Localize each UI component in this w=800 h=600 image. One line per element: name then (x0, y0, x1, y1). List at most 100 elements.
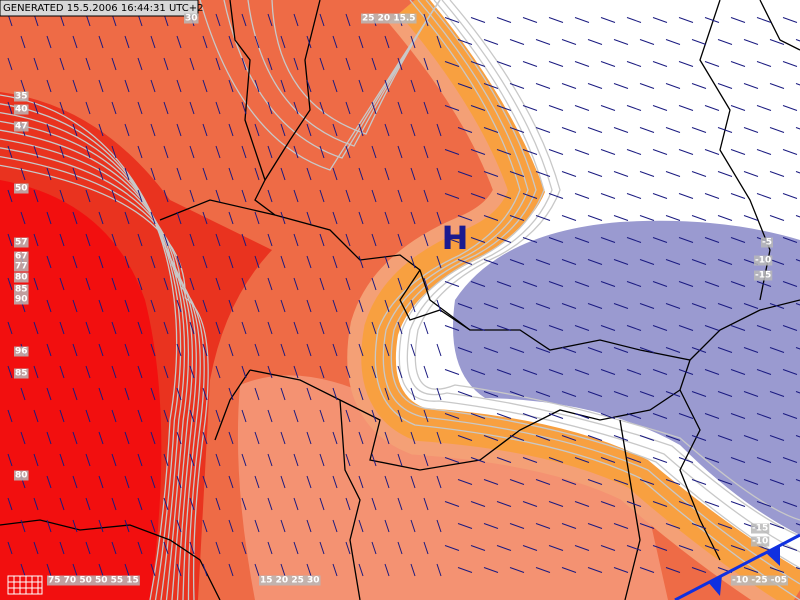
wind-arrow (444, 193, 460, 199)
wind-arrow (189, 497, 195, 511)
wind-arrow (574, 237, 590, 243)
wind-arrow (444, 369, 460, 375)
wind-arrow (743, 567, 759, 573)
wind-arrow (535, 523, 551, 529)
wind-arrow (215, 233, 221, 247)
wind-arrow (189, 409, 195, 423)
wind-arrow (496, 281, 512, 287)
wind-arrow (189, 321, 195, 335)
wind-arrow (397, 233, 403, 247)
wind-arrow (795, 83, 800, 86)
wind-arrow (483, 435, 499, 441)
wind-arrow (782, 149, 798, 155)
wind-arrow (124, 211, 130, 225)
wind-arrow (652, 61, 668, 67)
wind-arrow (613, 39, 629, 45)
label-box (14, 272, 29, 283)
wind-arrow (46, 431, 52, 445)
wind-arrow (496, 545, 512, 551)
wind-arrow (345, 101, 351, 115)
wind-arrow (124, 519, 130, 533)
wind-arrow (306, 299, 312, 313)
wind-arrow (72, 167, 78, 181)
border (679, 389, 721, 561)
label-box (751, 536, 770, 547)
wind-arrow (111, 189, 117, 203)
wind-arrow (319, 409, 325, 423)
wind-arrow (72, 299, 78, 313)
wind-arrow (769, 567, 785, 573)
contour-label: 30 (185, 14, 198, 24)
wind-arrow (111, 57, 117, 71)
band-orange (361, 0, 800, 600)
wind-arrow (522, 281, 538, 287)
label-box (14, 470, 29, 481)
wind-arrow (384, 35, 390, 49)
wind-arrow (496, 501, 512, 507)
wind-arrow (470, 105, 486, 111)
wind-arrow (306, 211, 312, 225)
wind-arrow (436, 475, 442, 489)
wind-arrow (717, 215, 733, 221)
wind-arrow (600, 413, 616, 419)
wind-arrow (215, 57, 221, 71)
wind-arrow (332, 519, 338, 533)
wind-arrow (46, 123, 52, 137)
border (0, 519, 221, 600)
wind-arrow (254, 123, 260, 137)
wind-arrow (332, 431, 338, 445)
wind-arrow (358, 431, 364, 445)
wind-arrow (72, 211, 78, 225)
wind-arrow (548, 281, 564, 287)
border (759, 0, 800, 51)
wind-arrow (665, 567, 681, 573)
wind-arrow (150, 343, 156, 357)
wind-arrow (111, 277, 117, 291)
wind-arrow (600, 17, 616, 23)
wind-arrow (483, 39, 499, 45)
wind-arrow (228, 167, 234, 181)
wind-arrow (215, 101, 221, 115)
wind-arrow (665, 259, 681, 265)
wind-arrow (293, 365, 299, 379)
wind-arrow (20, 79, 26, 93)
wind-arrow (691, 391, 707, 397)
wind-arrow (163, 233, 169, 247)
wind-arrow (215, 541, 221, 555)
wind-arrow (496, 61, 512, 67)
wind-arrow (678, 237, 694, 243)
wind-arrow (522, 17, 538, 23)
wind-arrow (522, 325, 538, 331)
wind-arrow (267, 541, 273, 555)
wind-arrow (98, 79, 104, 93)
wind-arrow (535, 39, 551, 45)
wind-arrow (280, 475, 286, 489)
wind-arrow (267, 453, 273, 467)
wind-arrow (678, 457, 694, 463)
wind-arrow (522, 457, 538, 463)
wind-arrow (332, 299, 338, 313)
wind-arrow (769, 391, 785, 397)
wind-arrow (457, 347, 473, 353)
generated: GENERATED 15.5.2006 16:44:31 UTC+2 (3, 3, 204, 14)
wind-arrow (150, 123, 156, 137)
wind-arrow (535, 127, 551, 133)
wind-arrow (72, 431, 78, 445)
wind-arrow (730, 457, 746, 463)
wind-arrow (59, 101, 65, 115)
wind-arrow (150, 431, 156, 445)
wind-arrow (72, 79, 78, 93)
wind-arrow (72, 387, 78, 401)
wind-arrow (267, 189, 273, 203)
wind-arrow (20, 519, 26, 533)
wind-arrow (228, 563, 234, 577)
wind-arrow (548, 413, 564, 419)
wind-arrow (293, 189, 299, 203)
wind-arrow (496, 17, 512, 23)
wind-arrow (98, 123, 104, 137)
wind-arrow (626, 17, 642, 23)
wind-arrow (46, 79, 52, 93)
wind-arrow (769, 435, 785, 441)
wind-arrow (98, 519, 104, 533)
